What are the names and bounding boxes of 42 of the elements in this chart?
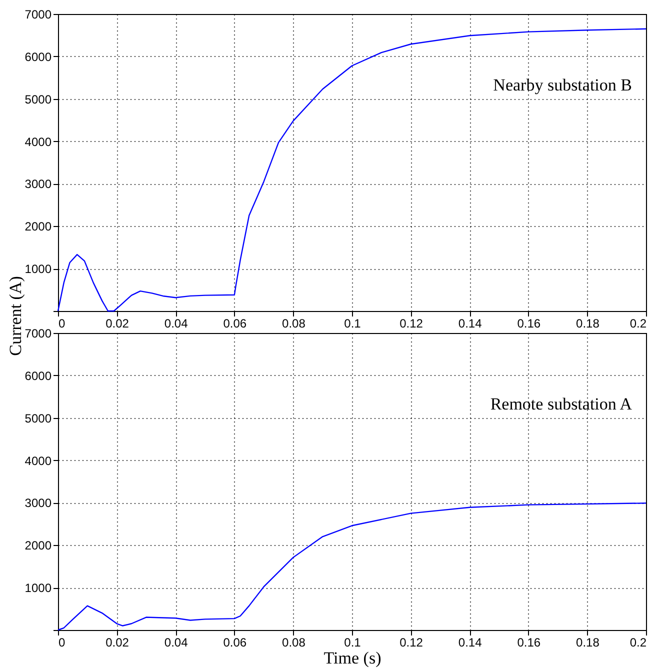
y-tick-label: 7000 [24,326,52,340]
y-tick-label: 4000 [24,134,52,149]
x-tick-label: 0.08 [282,316,306,330]
y-tick-label: 1000 [24,262,52,276]
y-tick-label: 6000 [24,50,52,64]
x-tick-label: 0.02 [106,636,130,650]
x-tick-label: 0.12 [400,316,424,330]
line-series [57,502,647,631]
x-tick-label: 0.08 [282,636,306,650]
y-tick-label: 2000 [24,220,52,234]
x-tick-label: 0.16 [517,316,541,330]
x-tick-label: 0.04 [164,316,188,330]
x-tick-label: 0.2 [630,316,647,330]
x-tick-label: 0.12 [400,636,424,650]
y-tick-label: 3000 [24,177,52,192]
x-tick-label: 0.02 [106,316,130,330]
x-tick-label: 0.14 [458,636,482,650]
x-tick-label: 0.1 [344,316,362,330]
x-tick-label: 0.06 [223,636,247,650]
x-tick-label: 0.06 [223,316,247,330]
annotation: Remote substation A [490,394,633,414]
x-tick-label: 0.1 [344,636,362,650]
x-tick-label: 0.04 [164,636,188,650]
x-tick-label: 0.2 [630,636,647,650]
y-tick-label: 5000 [24,411,52,426]
x-tick-label: 0.16 [517,636,541,650]
y-tick-label: 2000 [24,538,52,553]
line-series [57,28,647,312]
x-tick-label: 0.18 [576,636,600,650]
y-tick-label: 7000 [24,8,52,22]
x-axis-title: Time (s) [324,648,382,668]
y-axis-title: Current (A) [6,275,25,358]
x-tick-label: 0.14 [458,316,482,330]
y-tick-label: 6000 [24,368,52,383]
y-tick-label: 1000 [24,581,52,596]
y-tick-label: 3000 [24,496,52,510]
annotation: Nearby substation B [493,75,632,94]
x-tick-label: 0.18 [576,316,600,330]
y-tick-label: 4000 [24,454,52,468]
x-tick-label: 0 [58,636,66,650]
x-tick-label: 0 [58,316,66,330]
y-tick-label: 5000 [24,92,52,106]
